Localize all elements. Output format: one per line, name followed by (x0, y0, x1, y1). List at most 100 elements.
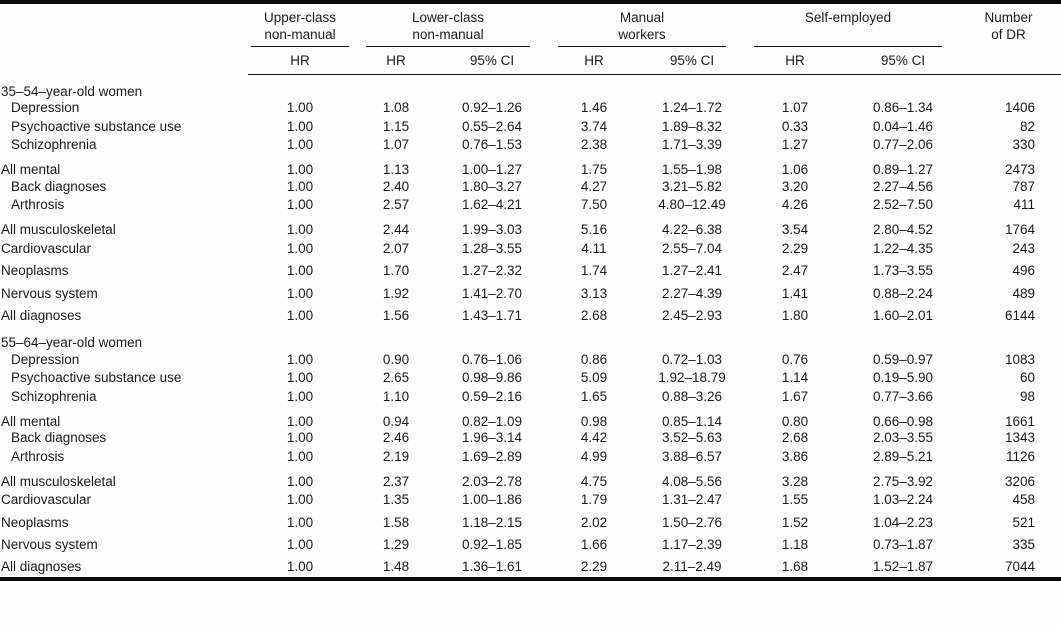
cell-hr: 2.57 (382, 197, 410, 213)
cell-hr: 1.15 (382, 118, 410, 134)
cell-ci: 0.59–0.97 (872, 351, 934, 367)
cell-hr: 1.67 (781, 388, 809, 404)
cell-hr: 1.79 (580, 492, 608, 508)
cell-ci: 1.41–2.70 (461, 285, 523, 301)
row-label: Depression (11, 351, 80, 367)
column-group-label: Self-employed (754, 9, 943, 47)
cell-ci: 1.00–1.86 (461, 492, 523, 508)
cell-ci: 2.03–3.55 (872, 430, 934, 446)
cell-ci: 1.43–1.71 (461, 308, 523, 324)
cell-ci: 2.75–3.92 (872, 473, 934, 489)
cell-ci: 0.76–1.53 (461, 137, 523, 153)
row-label: Neoplasms (1, 263, 69, 279)
row-label: Neoplasms (1, 514, 69, 530)
cell-hr: 1.00 (286, 285, 314, 301)
cell-hr: 1.00 (286, 558, 314, 574)
cell-ci: 1.24–1.72 (661, 100, 723, 116)
cell-hr: 4.11 (581, 240, 607, 256)
row-label: All mental (1, 162, 61, 177)
cell-hr: 4.42 (580, 430, 608, 446)
cell-ci: 1.50–2.76 (661, 514, 723, 530)
cell-ci: 0.19–5.90 (872, 370, 934, 386)
cell-ci: 3.52–5.63 (661, 430, 723, 446)
section-title: 35–54–year-old women (1, 83, 143, 99)
cell-ci: 0.88–3.26 (661, 388, 723, 404)
cell-ci: 1.22–4.35 (872, 240, 934, 256)
table-row: Cardiovascular 1.00 1.35 1.00–1.86 1.79 1.31–… (0, 489, 1061, 512)
row-label: Nervous system (1, 537, 98, 553)
subheader-ci: 95% CI (850, 47, 957, 75)
cell-hr: 5.09 (580, 370, 608, 386)
row-label: Psychoactive substance use (11, 118, 182, 134)
cell-number-of-dr: 60 (1020, 370, 1036, 386)
cell-hr: 1.07 (781, 100, 809, 116)
cell-hr: 1.48 (382, 558, 410, 574)
cell-ci: 0.89–1.27 (872, 162, 934, 177)
cell-hr: 2.68 (580, 308, 608, 324)
cell-hr: 2.68 (781, 430, 809, 446)
cell-hr: 1.27 (781, 137, 809, 153)
cell-number-of-dr: 521 (1012, 514, 1036, 530)
cell-hr: 1.13 (382, 162, 410, 177)
cell-hr: 1.00 (286, 514, 314, 530)
table-row: All musculoskeletal 1.00 2.37 2.03–2.78 4.75… (0, 466, 1061, 489)
cell-ci: 4.80–12.49 (658, 197, 726, 213)
cell-hr: 7.50 (580, 197, 608, 213)
column-group-label: Number of DR (984, 10, 1033, 42)
cell-ci: 0.73–1.87 (872, 537, 934, 553)
cell-hr: 1.00 (286, 413, 314, 429)
cell-ci: 1.96–3.14 (461, 430, 523, 446)
subheader-hr: HR (544, 47, 644, 75)
cell-number-of-dr: 1083 (1004, 351, 1036, 367)
group-header-row: Upper-class non-manual Lower-class non-m… (0, 2, 1061, 75)
table-row: All musculoskeletal 1.00 2.44 1.99–3.03 5.16… (0, 214, 1061, 237)
cell-hr: 1.00 (286, 100, 314, 116)
cell-ci: 2.27–4.56 (872, 178, 934, 194)
cell-hr: 3.86 (781, 448, 809, 464)
row-label: Psychoactive substance use (11, 370, 182, 386)
cell-number-of-dr: 82 (1020, 118, 1036, 134)
table-row: Neoplasms 1.00 1.58 1.18–2.15 2.02 1.50–2.76 1… (0, 511, 1061, 534)
cell-hr: 1.41 (781, 285, 809, 301)
cell-hr: 1.55 (781, 492, 809, 508)
cell-hr: 1.46 (580, 100, 608, 116)
cell-hr: 1.00 (286, 240, 314, 256)
cell-ci: 0.04–1.46 (872, 118, 934, 134)
table-row: Back diagnoses 1.00 2.40 1.80–3.27 4.27 3.21–… (0, 177, 1061, 196)
section-row: 35–54–year-old women (0, 74, 1061, 99)
subheader-hr: HR (740, 47, 851, 75)
cell-hr: 3.74 (580, 118, 608, 134)
cell-hr: 1.58 (382, 514, 410, 530)
cell-hr: 2.38 (580, 137, 608, 153)
cell-ci: 3.21–5.82 (661, 178, 723, 194)
table-row: Arthrosis 1.00 2.19 1.69–2.89 4.99 3.88–6.57 3… (0, 447, 1061, 466)
cell-hr: 1.00 (286, 388, 314, 404)
cell-ci: 1.73–3.55 (872, 263, 934, 279)
cell-ci: 1.36–1.61 (461, 558, 523, 574)
cell-ci: 0.82–1.09 (461, 413, 523, 429)
cell-ci: 0.92–1.26 (461, 100, 523, 116)
cell-ci: 1.99–3.03 (461, 222, 523, 237)
cell-hr: 2.07 (382, 240, 410, 256)
row-label: Back diagnoses (11, 430, 107, 446)
cell-ci: 2.89–5.21 (872, 448, 934, 464)
cell-ci: 1.04–2.23 (872, 514, 934, 530)
row-label: Schizophrenia (11, 388, 97, 404)
cell-hr: 1.07 (382, 137, 410, 153)
cell-hr: 1.00 (286, 492, 314, 508)
cell-hr: 1.14 (781, 370, 809, 386)
row-label: All diagnoses (1, 558, 82, 574)
cell-ci: 0.59–2.16 (461, 388, 523, 404)
row-label: Cardiovascular (1, 492, 92, 508)
cell-ci: 1.28–3.55 (461, 240, 523, 256)
cell-ci: 0.72–1.03 (661, 351, 723, 367)
section-row: 55–64–year-old women (0, 327, 1061, 350)
cell-hr: 1.56 (382, 308, 410, 324)
cell-hr: 1.10 (382, 388, 410, 404)
cell-number-of-dr: 1764 (1004, 222, 1036, 237)
cell-number-of-dr: 458 (1012, 492, 1036, 508)
table-row: Neoplasms 1.00 1.70 1.27–2.32 1.74 1.27–2.41 2… (0, 260, 1061, 283)
cell-number-of-dr: 787 (1012, 178, 1036, 194)
cell-hr: 2.29 (580, 558, 608, 574)
cell-hr: 2.19 (382, 448, 410, 464)
